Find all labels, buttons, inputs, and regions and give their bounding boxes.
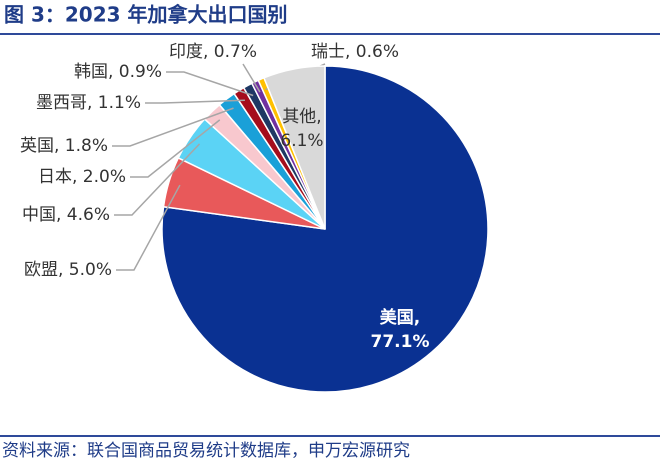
data-label-line: 美国, (380, 307, 420, 328)
source-note: 资料来源：联合国商品贸易统计数据库，申万宏源研究 (2, 441, 410, 461)
data-label: 中国, 4.6% (22, 205, 110, 225)
chart-title: 图 3：2023 年加拿大出口国别 (4, 3, 288, 27)
leader-line (112, 107, 234, 147)
leader-line (166, 71, 254, 97)
data-label: 日本, 2.0% (38, 167, 126, 187)
leader-line (116, 184, 181, 271)
data-label-line: 6.1% (280, 131, 323, 151)
leader-line (130, 119, 221, 178)
leader-line (114, 143, 201, 216)
data-label: 瑞士, 0.6% (311, 42, 399, 62)
data-label-line: 77.1% (371, 332, 430, 352)
data-label: 欧盟, 5.0% (24, 260, 112, 280)
pie-slice (263, 65, 326, 230)
leader-line (145, 99, 245, 104)
data-label: 印度, 0.7% (169, 42, 257, 62)
data-label: 美国, 77.1% (371, 307, 430, 352)
data-label-line: 其他, (282, 107, 321, 127)
data-label: 韩国, 0.9% (74, 62, 162, 82)
data-label: 英国, 1.8% (20, 136, 108, 156)
data-label: 墨西哥, 1.1% (36, 93, 141, 113)
pie-slice (161, 65, 489, 393)
leader-line (242, 63, 261, 93)
pie (112, 63, 489, 393)
data-label: 其他, 6.1% (280, 107, 323, 151)
